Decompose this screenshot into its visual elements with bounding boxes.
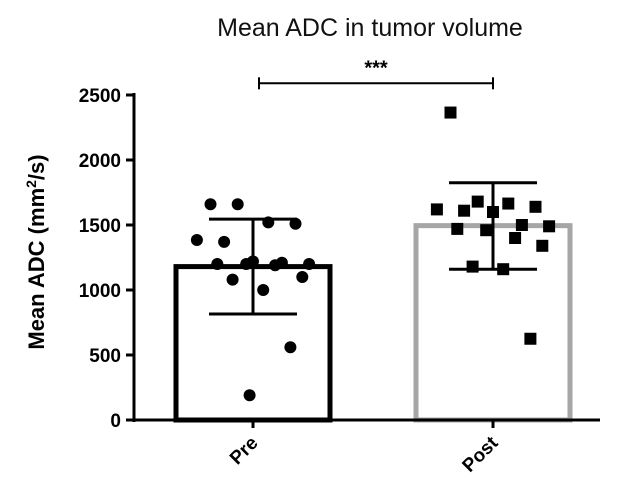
bars [173, 223, 573, 423]
point-post [444, 106, 457, 119]
y-axis-label-superscript: 2 [23, 180, 39, 188]
point-pre [226, 273, 239, 286]
point-pre [257, 284, 270, 296]
point-post [509, 232, 522, 244]
point-post [502, 197, 515, 210]
point-post [543, 220, 556, 233]
point-post [451, 222, 464, 235]
y-axis-label-main: Mean ADC (mm [24, 188, 49, 350]
point-post [480, 224, 493, 237]
x-axis: Pre Post [133, 418, 600, 477]
point-post [430, 203, 443, 216]
y-axis-label-end: /s) [24, 154, 49, 180]
point-pre [303, 258, 316, 270]
point-pre [190, 233, 203, 246]
point-pre [211, 258, 224, 270]
chart-title: Mean ADC in tumor volume [217, 14, 523, 42]
point-post [471, 195, 484, 208]
point-post [458, 204, 471, 217]
x-tick-label: Pre [226, 433, 263, 470]
significance-bracket: *** [258, 57, 494, 90]
error-bars [209, 181, 537, 316]
data-points [190, 106, 556, 402]
y-tick-label: 0 [110, 411, 121, 432]
y-tick-label: 1000 [79, 281, 121, 302]
significance-label: *** [364, 57, 388, 79]
point-pre [269, 259, 282, 272]
point-post [515, 219, 528, 231]
point-pre [289, 217, 302, 230]
point-pre [284, 341, 297, 354]
y-tick-label: 1500 [79, 216, 121, 237]
point-pre [296, 271, 309, 283]
y-tick-label: 2500 [79, 86, 121, 107]
point-pre [204, 198, 217, 211]
point-post [466, 260, 479, 273]
x-tick-label: Post [459, 432, 503, 476]
point-post [529, 200, 542, 213]
y-axis: 0 500 1000 1500 2000 2500 [79, 86, 136, 432]
point-pre [218, 235, 231, 248]
y-tick-label: 500 [89, 346, 121, 367]
point-post [524, 332, 537, 345]
point-post [536, 239, 549, 252]
point-pre [243, 389, 256, 402]
point-pre [240, 258, 253, 270]
y-axis-label: Mean ADC (mm2/s) [23, 154, 49, 349]
y-tick-label: 2000 [79, 151, 121, 172]
point-pre [231, 198, 244, 211]
